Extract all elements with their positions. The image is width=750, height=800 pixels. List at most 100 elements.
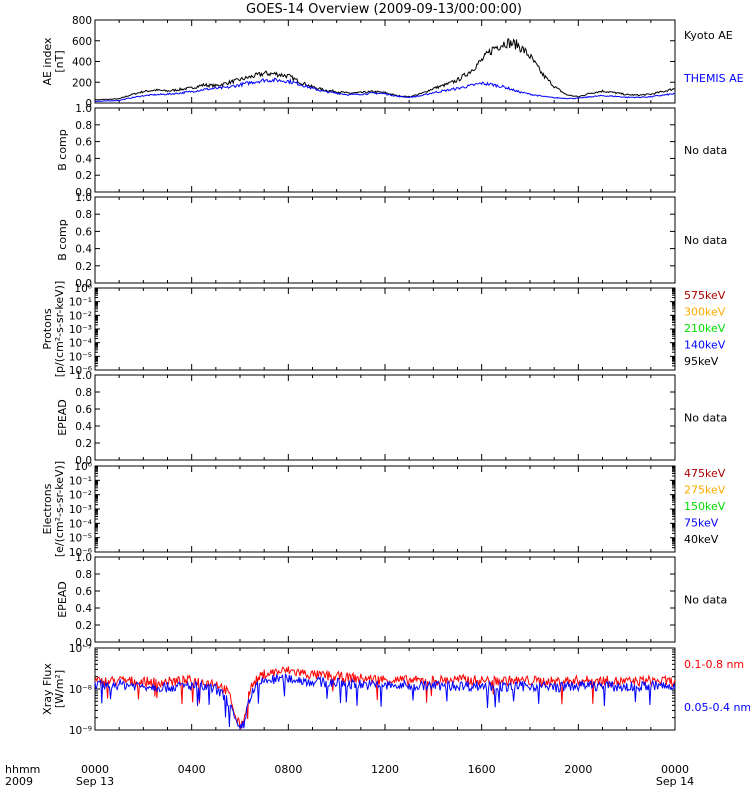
y-tick-label: 10⁻⁶: [69, 547, 92, 559]
figure-title: GOES-14 Overview (2009-09-13/00:00:00): [246, 2, 522, 17]
time-tick-label: 1200: [371, 763, 399, 776]
y-axis-label: EPEAD: [56, 399, 69, 436]
y-tick-label: 10⁻³: [69, 504, 92, 516]
y-axis-label: [nT]: [53, 50, 66, 72]
series-legend-label: 0.1-0.8 nm: [684, 658, 744, 671]
series-legend-label: THEMIS AE: [683, 72, 744, 85]
panel-frame: [94, 196, 676, 284]
panel-2: 0.0 0.2 0.4 0.6 0.8 1.0 B comp No data: [56, 103, 727, 199]
y-axis-label: AE index: [41, 37, 54, 86]
time-tick-label: 1600: [468, 763, 496, 776]
y-tick-label: 10⁻¹: [69, 475, 92, 487]
legend-label: 75keV: [684, 517, 719, 530]
legend-label: 95keV: [684, 355, 719, 368]
y-axis-label: [W/m²]: [53, 670, 66, 708]
panel-4: 10⁻⁶ 10⁻⁵10⁻⁴ 10⁻³ 10⁻²10⁻¹ 10⁰ Protons [p/(cm…: [41, 281, 726, 378]
y-tick-label: 0: [85, 98, 92, 110]
y-tick-label: 10⁻⁶: [69, 365, 92, 377]
y-tick-label: 10⁻⁵: [69, 351, 92, 363]
y-tick-label: 10⁻¹: [69, 297, 92, 309]
y-tick-label: 1.0: [75, 103, 92, 115]
y-tick-label: 0.6: [75, 404, 92, 416]
year-label: 2009: [5, 775, 33, 788]
y-axis-label: B comp: [56, 129, 69, 171]
legend-label: 575keV: [684, 289, 726, 302]
y-tick-label: 10⁻²: [69, 490, 92, 502]
y-axis-label: EPEAD: [56, 581, 69, 618]
time-tick-label: 0800: [274, 763, 302, 776]
series-line: [94, 672, 676, 731]
y-axis-label: Protons: [41, 308, 54, 349]
date-label: Sep 13: [76, 775, 114, 788]
time-tick-label: 0400: [178, 763, 206, 776]
panel-1: 0 200 400 600 800 AE index [nT] Kyoto AE THEMIS …: [41, 15, 744, 110]
time-tick-label: 0000: [81, 763, 109, 776]
time-tick-label: 2000: [564, 763, 592, 776]
y-tick-label: 0.2: [75, 170, 92, 182]
panel-frame: [94, 19, 676, 104]
no-data-label: No data: [684, 594, 727, 607]
y-tick-label: 0.0: [75, 455, 92, 467]
series-line: [94, 38, 676, 101]
y-tick-label: 0.8: [75, 387, 92, 399]
y-tick-label: 10⁻⁹: [69, 725, 92, 737]
y-tick-label: 10⁰: [74, 283, 92, 295]
panel-3: 0.0 0.2 0.4 0.6 0.8 1.0 B comp No data: [56, 192, 727, 290]
y-tick-label: 0.4: [75, 153, 92, 165]
y-tick-label: 10⁻⁵: [69, 533, 92, 545]
time-format-label: hhmm: [5, 763, 40, 776]
y-tick-label: 10⁻⁴: [69, 338, 92, 350]
panel-frame: [94, 556, 676, 643]
y-tick-label: 1.0: [75, 552, 92, 564]
y-tick-label: 10⁻⁷: [69, 643, 92, 655]
panel-frame: [94, 287, 676, 371]
y-tick-label: 0.0: [75, 187, 92, 199]
y-tick-label: 1.0: [75, 370, 92, 382]
y-tick-label: 0.0: [75, 278, 92, 290]
y-tick-label: 0.6: [75, 586, 92, 598]
y-tick-label: 0.2: [75, 620, 92, 632]
y-axis-label: Xray Flux: [41, 663, 54, 715]
y-tick-label: 10⁻³: [69, 324, 92, 336]
y-tick-label: 0.6: [75, 226, 92, 238]
panels: 0 200 400 600 800 AE index [nT] Kyoto AE THEMIS …: [41, 15, 750, 737]
y-tick-label: 400: [72, 57, 92, 69]
legend-label: 475keV: [684, 467, 726, 480]
y-axis-label: [e/(cm²-s-sr-keV)]: [53, 461, 66, 557]
panel-5: 0.0 0.2 0.4 0.6 0.8 1.0 EPEAD No data: [56, 370, 727, 467]
legend-label: 40keV: [684, 533, 719, 546]
y-tick-label: 1.0: [75, 192, 92, 204]
legend-label: 150keV: [684, 500, 726, 513]
y-tick-label: 10⁻²: [69, 310, 92, 322]
y-tick-label: 0.4: [75, 603, 92, 615]
y-tick-label: 0.2: [75, 261, 92, 273]
y-tick-label: 200: [72, 77, 92, 89]
legend-label: 300keV: [684, 306, 726, 319]
y-tick-label: 0.2: [75, 438, 92, 450]
y-tick-label: 10⁰: [74, 461, 92, 473]
series-line: [94, 666, 676, 729]
panel-7: 0.0 0.2 0.4 0.6 0.8 1.0 EPEAD No data: [56, 552, 727, 649]
y-tick-label: 0.8: [75, 120, 92, 132]
series-line: [95, 77, 676, 102]
y-axis-label: [p/(cm²-s-sr-keV)]: [53, 281, 66, 378]
legend-label: 210keV: [684, 322, 726, 335]
y-tick-label: 10⁻⁸: [69, 684, 92, 696]
panel-6: 10⁻⁶ 10⁻⁵ 10⁻⁴ 10⁻³ 10⁻² 10⁻¹ 10⁰ Electrons [e/(…: [41, 461, 726, 559]
legend-label: 275keV: [684, 484, 726, 497]
y-tick-label: 0.4: [75, 244, 92, 256]
no-data-label: No data: [684, 144, 727, 157]
no-data-label: No data: [684, 412, 727, 425]
panel-frame: [94, 465, 676, 553]
date-label: Sep 14: [656, 775, 694, 788]
panel-8: 10⁻⁹ 10⁻⁸ 10⁻⁷ Xray Flux [W/m²] 0.1-0.8 nm 0.0…: [41, 643, 750, 737]
panel-frame: [94, 107, 676, 193]
no-data-label: No data: [684, 234, 727, 247]
series-legend-label: 0.05-0.4 nm: [684, 701, 750, 714]
y-tick-label: 0.6: [75, 137, 92, 149]
y-tick-label: 0.4: [75, 421, 92, 433]
y-tick-label: 0.0: [75, 637, 92, 649]
panel-frame: [94, 647, 676, 731]
time-axis: hhmm 2009 0000 0400 0800 1200 1600 2000 0000Se…: [5, 763, 694, 788]
